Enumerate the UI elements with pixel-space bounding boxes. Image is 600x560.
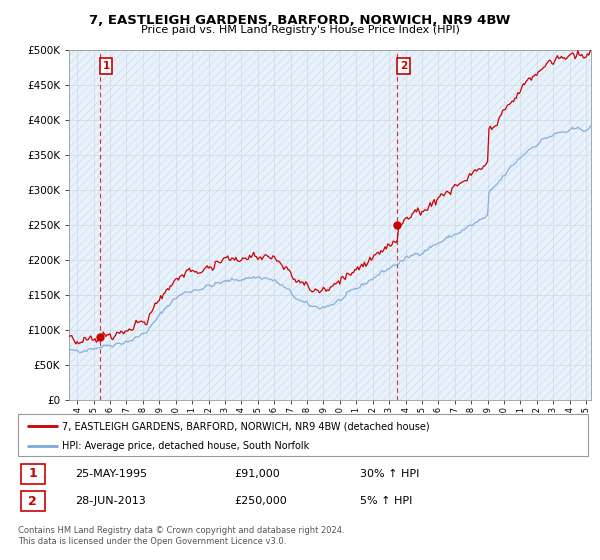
Text: £250,000: £250,000 [235,496,287,506]
Text: £91,000: £91,000 [235,469,280,479]
Text: 2: 2 [400,61,407,71]
Text: Price paid vs. HM Land Registry's House Price Index (HPI): Price paid vs. HM Land Registry's House … [140,25,460,35]
Text: HPI: Average price, detached house, South Norfolk: HPI: Average price, detached house, Sout… [62,441,310,451]
Text: 1: 1 [28,467,37,480]
FancyBboxPatch shape [18,414,588,456]
Text: 7, EASTLEIGH GARDENS, BARFORD, NORWICH, NR9 4BW: 7, EASTLEIGH GARDENS, BARFORD, NORWICH, … [89,14,511,27]
FancyBboxPatch shape [21,464,45,483]
Text: 30% ↑ HPI: 30% ↑ HPI [360,469,419,479]
Text: Contains HM Land Registry data © Crown copyright and database right 2024.
This d: Contains HM Land Registry data © Crown c… [18,526,344,546]
Text: 7, EASTLEIGH GARDENS, BARFORD, NORWICH, NR9 4BW (detached house): 7, EASTLEIGH GARDENS, BARFORD, NORWICH, … [62,421,430,431]
Text: 25-MAY-1995: 25-MAY-1995 [75,469,147,479]
Text: 1: 1 [103,61,110,71]
Text: 5% ↑ HPI: 5% ↑ HPI [360,496,412,506]
Text: 28-JUN-2013: 28-JUN-2013 [75,496,146,506]
FancyBboxPatch shape [21,491,45,511]
Text: 2: 2 [28,494,37,507]
